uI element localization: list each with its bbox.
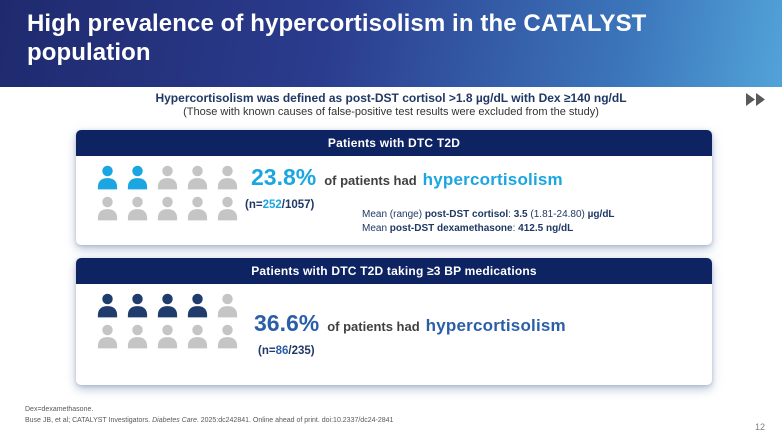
stat-connector: of patients had	[324, 173, 417, 188]
person-icon	[157, 293, 178, 318]
person-icon	[97, 324, 118, 349]
text-segment: Mean	[362, 222, 390, 234]
footnotes: Dex=dexamethasone. Buse JB, et al; CATAL…	[25, 405, 393, 426]
n-suffix: /235)	[288, 345, 315, 357]
text-segment: post-DST cortisol	[424, 209, 509, 220]
panel-dtc-t2d: Patients with DTC T2D 23.8% of patients …	[76, 130, 712, 245]
text-segment: post-DST dexamethasone	[389, 222, 513, 234]
person-icon	[127, 324, 148, 349]
panel-dtc-t2d-bp-meds: Patients with DTC T2D taking ≥3 BP medic…	[76, 258, 712, 385]
title-banner: High prevalence of hypercortisolism in t…	[0, 0, 782, 87]
person-icon	[217, 165, 238, 190]
person-icon	[187, 165, 208, 190]
text-segment: Mean (range)	[362, 209, 425, 220]
person-icon	[187, 293, 208, 318]
page-number: 12	[754, 422, 765, 432]
n-numerator: 252	[262, 199, 282, 211]
pictogram-grid	[94, 163, 243, 225]
n-prefix: (n=	[245, 199, 263, 211]
stat-term: hypercortisolism	[422, 170, 563, 189]
text-segment: . 2025:dc242841. Online ahead of print. …	[196, 416, 394, 424]
person-icon	[157, 165, 178, 190]
panel-2-body: 36.6% of patients had hypercortisolism (…	[76, 284, 712, 385]
person-icon	[217, 324, 238, 349]
person-icon	[127, 293, 148, 318]
stat-connector: of patients had	[327, 319, 420, 334]
stat-percent: 23.8%	[251, 164, 317, 190]
slide-title: High prevalence of hypercortisolism in t…	[27, 10, 647, 67]
stat-percent: 36.6%	[254, 310, 320, 336]
panel-1-body: 23.8% of patients had hypercortisolism (…	[76, 156, 712, 245]
n-count: (n=86/235)	[258, 345, 315, 357]
person-icon	[97, 293, 118, 318]
mean-dexamethasone-line: Mean post-DST dexamethasone: 412.5 ng/dL	[362, 222, 615, 236]
n-prefix: (n=	[258, 345, 276, 357]
text-segment: Buse JB, et al; CATALYST Investigators.	[25, 416, 153, 424]
person-icon	[157, 196, 178, 221]
n-count: (n=252/1057)	[245, 199, 314, 211]
mean-values-block: Mean (range) post-DST cortisol: 3.5 (1.8…	[362, 208, 615, 236]
stat-line: 23.8% of patients had hypercortisolism	[251, 164, 563, 191]
person-icon	[217, 293, 238, 318]
mean-cortisol-line: Mean (range) post-DST cortisol: 3.5 (1.8…	[362, 208, 615, 222]
person-icon	[157, 324, 178, 349]
person-icon	[127, 165, 148, 190]
exclusion-note: (Those with known causes of false-positi…	[183, 106, 599, 118]
n-numerator: 86	[275, 345, 289, 357]
abbreviation-note: Dex=dexamethasone.	[25, 406, 94, 413]
definition-text: Hypercortisolism was defined as post-DST…	[155, 91, 627, 105]
person-icon	[187, 324, 208, 349]
person-icon	[217, 196, 238, 221]
double-right-arrows-icon	[746, 93, 765, 106]
text-segment: :	[508, 209, 514, 220]
panel-1-header: Patients with DTC T2D	[76, 130, 712, 156]
person-icon	[97, 165, 118, 190]
person-icon	[127, 196, 148, 221]
text-segment: 3.5	[513, 209, 528, 220]
text-segment: (1.81-24.80)	[527, 209, 588, 220]
text-segment: Diabetes Care	[152, 416, 197, 424]
person-icon	[97, 196, 118, 221]
pictogram-grid	[94, 291, 243, 353]
text-segment: 412.5 ng/dL	[518, 222, 574, 234]
stat-line: 36.6% of patients had hypercortisolism	[254, 310, 566, 337]
n-suffix: /1057)	[281, 199, 315, 211]
person-icon	[187, 196, 208, 221]
fast-forward-icon[interactable]	[745, 92, 767, 107]
definition-block: Hypercortisolism was defined as post-DST…	[0, 91, 782, 118]
panel-2-header: Patients with DTC T2D taking ≥3 BP medic…	[76, 258, 712, 284]
text-segment: µg/dL	[587, 209, 615, 220]
text-segment: :	[512, 222, 519, 234]
citation: Buse JB, et al; CATALYST Investigators. …	[25, 416, 393, 427]
stat-term: hypercortisolism	[425, 316, 566, 335]
